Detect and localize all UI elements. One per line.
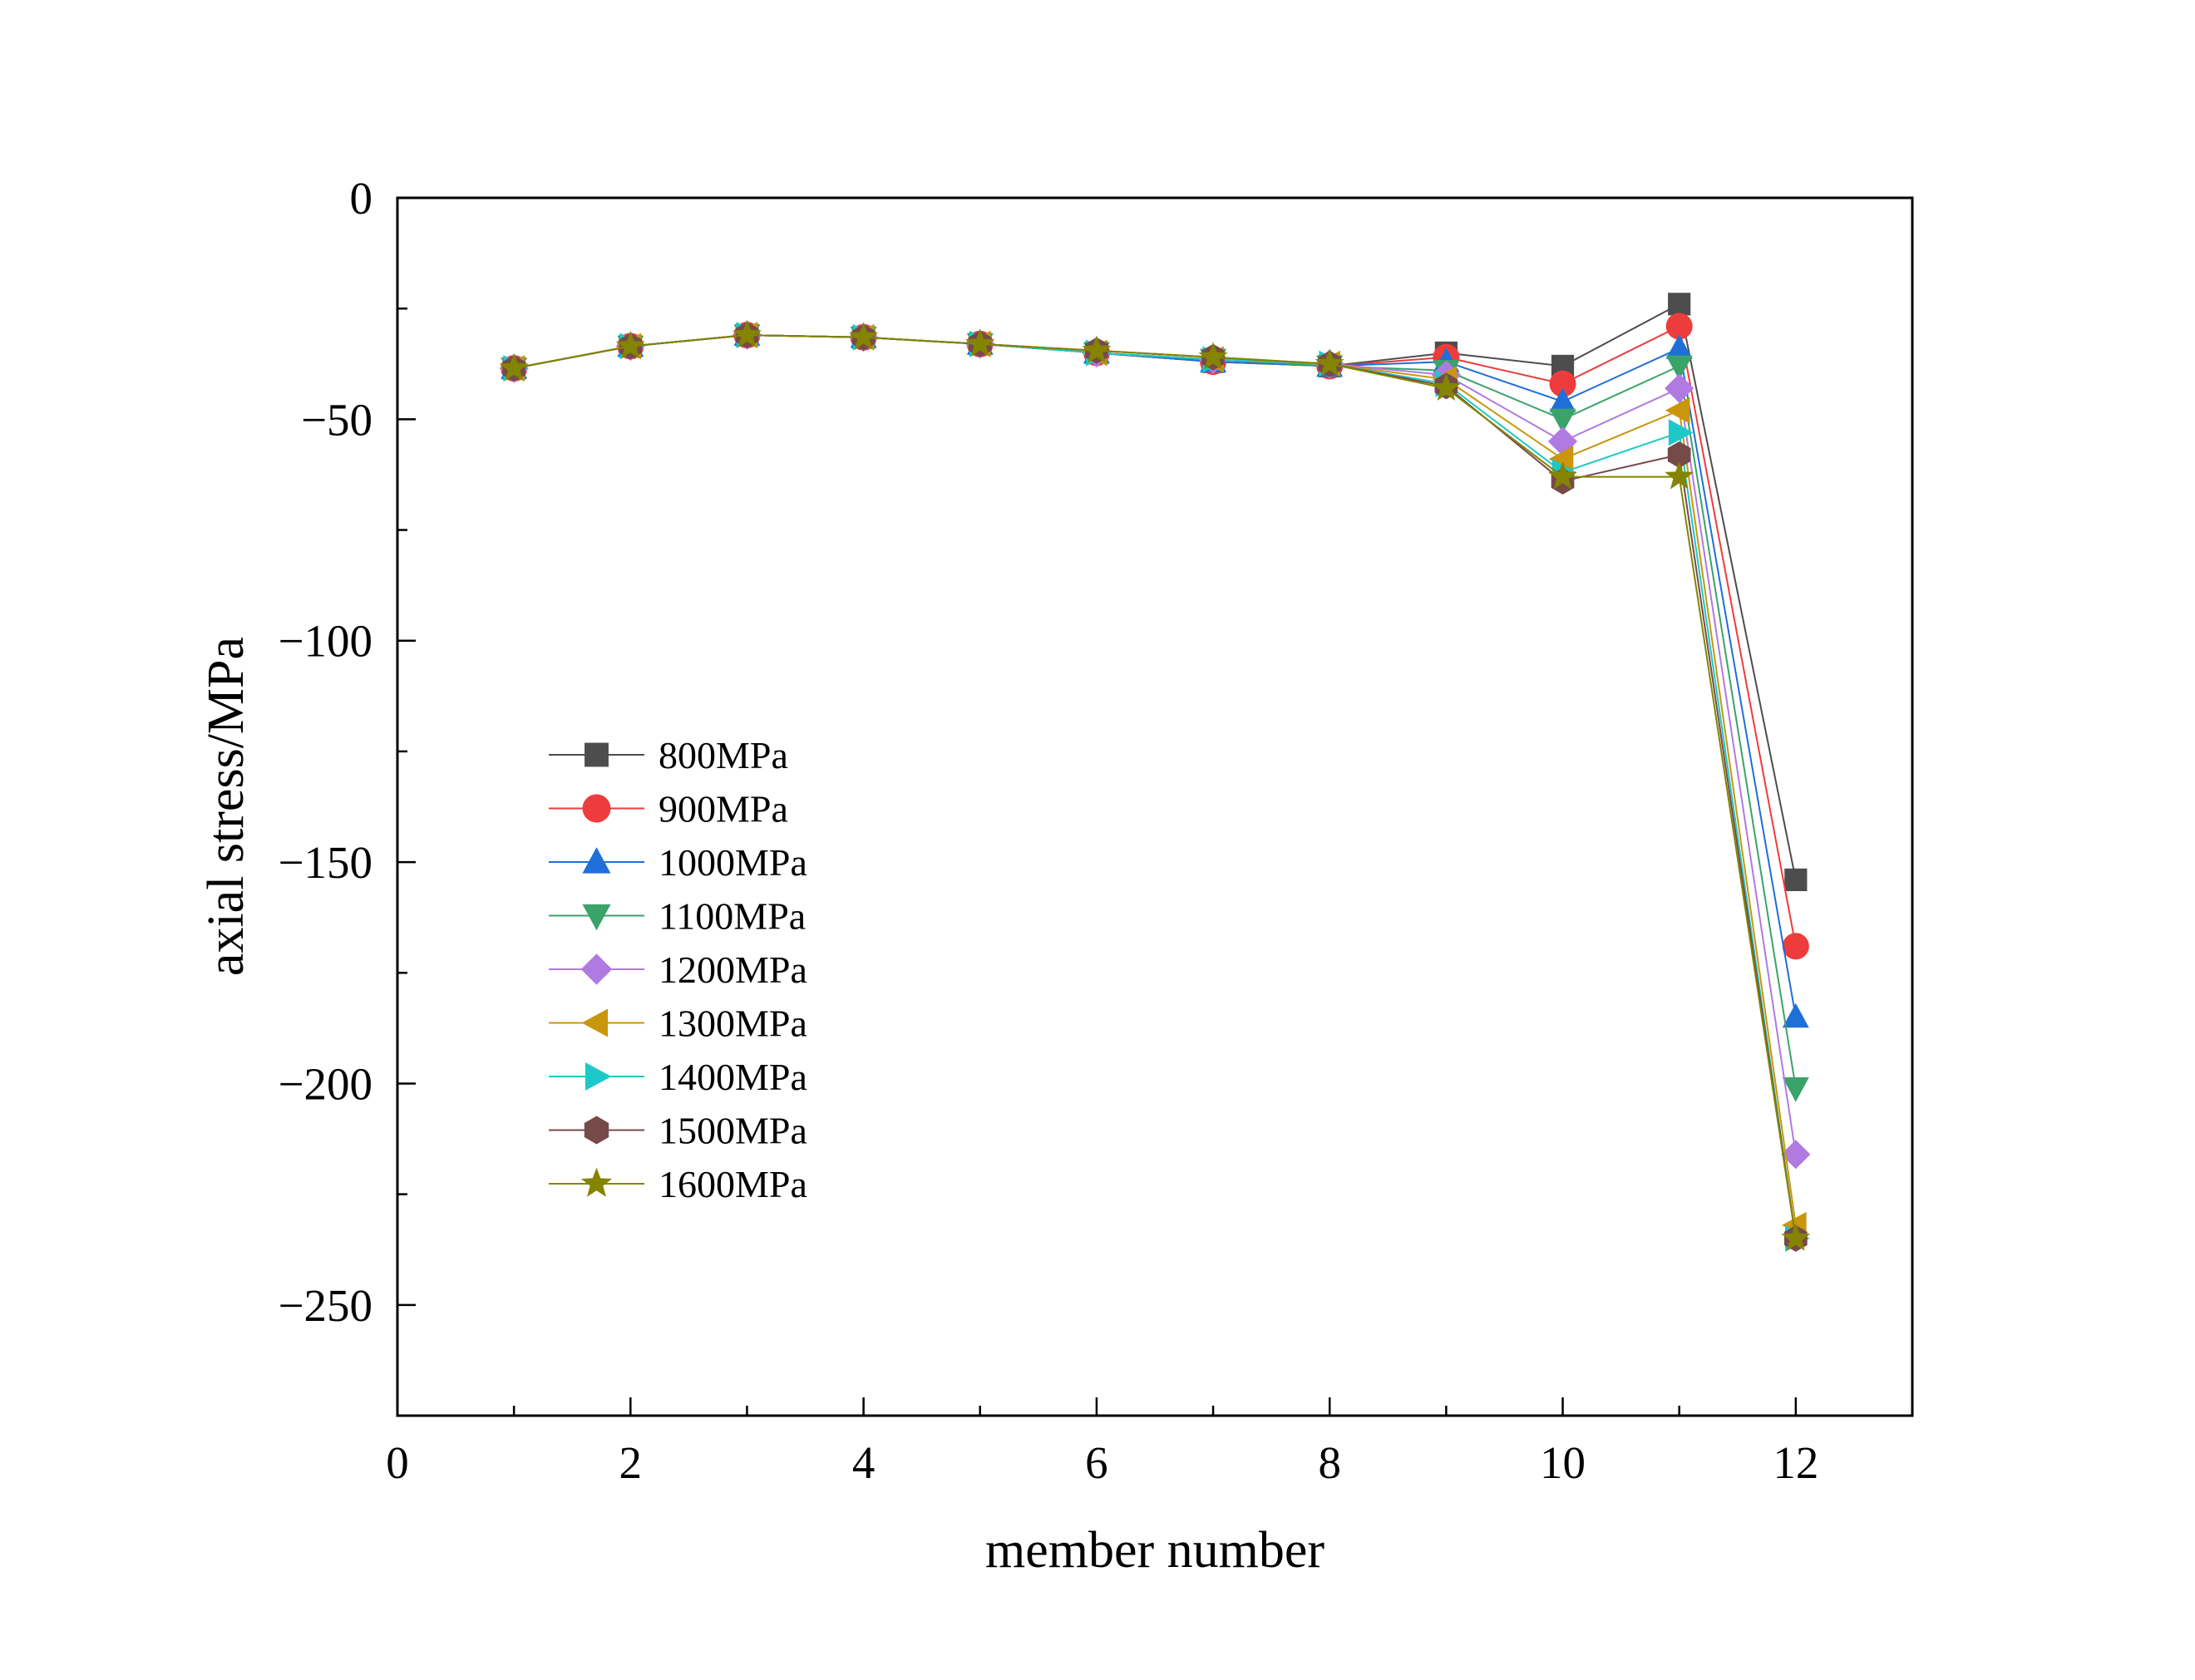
legend-entry: 800MPa — [549, 734, 788, 776]
data-point — [1549, 387, 1576, 412]
y-tick-label: −250 — [278, 1280, 372, 1331]
legend: 800MPa 900MPa 1000MPa 1100MPa 1200MPa 1300MPa… — [549, 734, 807, 1205]
data-point — [1782, 1003, 1809, 1028]
legend-entry: 1200MPa — [549, 948, 807, 991]
legend-marker — [580, 1167, 613, 1197]
series-line — [514, 334, 1797, 1239]
data-point — [1784, 868, 1808, 891]
legend-label: 1400MPa — [658, 1056, 807, 1098]
data-point — [1549, 370, 1576, 397]
x-tick-label: 10 — [1540, 1437, 1586, 1488]
legend-marker — [582, 794, 611, 823]
y-tick-label: 0 — [350, 173, 373, 224]
x-tick-label: 12 — [1773, 1437, 1818, 1488]
x-tick-label: 8 — [1318, 1437, 1341, 1488]
legend-label: 1500MPa — [658, 1110, 807, 1152]
data-point — [1665, 334, 1693, 359]
data-point — [1782, 1077, 1809, 1102]
data-point — [1668, 419, 1694, 446]
x-tick-label: 6 — [1085, 1437, 1108, 1488]
data-point — [1665, 461, 1694, 490]
legend-marker — [580, 953, 613, 985]
y-tick-label: −200 — [278, 1058, 372, 1109]
legend-entry: 900MPa — [549, 788, 788, 830]
data-point — [1198, 342, 1228, 370]
data-point — [1782, 933, 1809, 960]
legend-entry: 1600MPa — [549, 1163, 807, 1205]
x-tick-label: 2 — [619, 1437, 643, 1488]
data-point — [1668, 293, 1691, 316]
data-point — [1665, 355, 1693, 381]
data-point — [1082, 335, 1112, 363]
legend-label: 1100MPa — [658, 895, 806, 938]
legend-marker — [582, 847, 611, 874]
legend-marker — [585, 742, 609, 767]
legend-marker — [585, 1062, 612, 1091]
legend-label: 1200MPa — [658, 948, 807, 991]
data-point — [1548, 446, 1574, 473]
data-point — [849, 322, 879, 350]
data-point — [732, 319, 762, 347]
x-tick-label: 4 — [852, 1437, 876, 1488]
data-point — [1547, 426, 1578, 456]
series-1300MPa — [500, 322, 1807, 1239]
data-point — [1549, 408, 1576, 434]
y-tick-label: −50 — [301, 394, 372, 445]
x-axis-title: member number — [985, 1522, 1324, 1579]
legend-entry: 1000MPa — [549, 841, 807, 884]
data-point — [965, 328, 995, 357]
legend-entry: 1100MPa — [549, 895, 806, 938]
plot-frame — [396, 196, 1914, 1417]
y-axis: 0 −50 −100 −150 −200 −250 — [278, 173, 416, 1331]
data-point — [1665, 373, 1694, 403]
data-point — [1315, 348, 1344, 377]
y-tick-label: −100 — [278, 616, 372, 667]
legend-marker — [584, 1116, 609, 1145]
data-point — [1665, 397, 1690, 424]
y-axis-title: axial stress/MPa — [198, 637, 254, 976]
legend-label: 1000MPa — [658, 841, 807, 884]
legend-label: 1300MPa — [658, 1003, 807, 1045]
legend-marker — [582, 904, 611, 931]
data-point — [1667, 441, 1691, 468]
data-point — [1548, 461, 1577, 490]
legend-marker — [581, 1008, 609, 1037]
legend-entry: 1500MPa — [549, 1110, 807, 1152]
data-point — [1431, 372, 1461, 401]
legend-entry: 1300MPa — [549, 1003, 807, 1045]
series-line — [514, 334, 1797, 1239]
x-tick-label: 0 — [386, 1437, 409, 1488]
data-point — [1781, 1140, 1811, 1170]
series-1600MPa — [499, 319, 1811, 1251]
series-line — [514, 334, 1797, 1239]
data-point — [1781, 1223, 1811, 1251]
plot-area — [499, 293, 1811, 1252]
data-point — [499, 352, 529, 381]
x-axis: 0 2 4 6 8 10 12 — [386, 1397, 1818, 1488]
legend-label: 900MPa — [658, 788, 788, 830]
data-point — [615, 331, 645, 359]
legend-label: 1600MPa — [658, 1163, 807, 1205]
data-point — [1665, 313, 1693, 340]
y-tick-label: −150 — [278, 837, 372, 888]
legend-entry: 1400MPa — [549, 1056, 807, 1098]
legend-label: 800MPa — [658, 734, 788, 776]
